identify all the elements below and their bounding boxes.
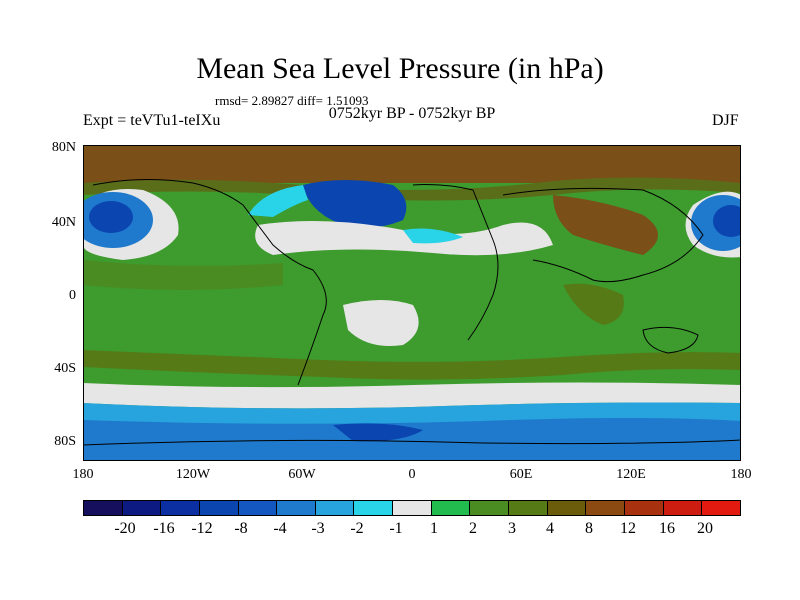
colorbar-label: -8 bbox=[234, 520, 248, 537]
colorbar-label: 4 bbox=[546, 520, 554, 537]
colorbar-swatch bbox=[354, 501, 394, 515]
atlantic-cyan-patch bbox=[403, 228, 463, 244]
y-tick-label: 80S bbox=[54, 434, 76, 449]
colorbar-label: -4 bbox=[273, 520, 287, 537]
experiment-label: Expt = teVTu1-teIXu bbox=[83, 112, 221, 129]
subarctic-olive-band bbox=[83, 177, 741, 201]
season-label: DJF bbox=[712, 112, 739, 129]
y-tick-label: 0 bbox=[69, 288, 76, 303]
colorbar-label: 16 bbox=[659, 520, 675, 537]
south-atlantic-white bbox=[343, 300, 419, 346]
map-frame bbox=[83, 145, 741, 461]
subtitle: 0752kyr BP - 0752kyr BP bbox=[328, 105, 496, 122]
colorbar-label: 20 bbox=[697, 520, 713, 537]
colorbar-swatch bbox=[199, 501, 239, 515]
colorbar-label: 8 bbox=[585, 520, 593, 537]
tropical-pacific-green bbox=[83, 260, 283, 290]
colorbar-swatch bbox=[393, 501, 432, 515]
pressure-difference-map bbox=[83, 145, 741, 461]
colorbar-label: -20 bbox=[114, 520, 136, 537]
y-tick-label: 40S bbox=[54, 361, 76, 376]
colorbar-swatch bbox=[277, 501, 316, 515]
colorbar-label: -16 bbox=[153, 520, 175, 537]
x-tick-label: 120E bbox=[616, 467, 646, 482]
europe-africa-coastline bbox=[412, 184, 499, 341]
north-pacific-core-east bbox=[713, 205, 741, 237]
colorbar-swatch bbox=[315, 501, 355, 515]
colorbar-label: 1 bbox=[430, 520, 438, 537]
colorbar-swatch bbox=[509, 501, 548, 515]
x-tick-label: 120W bbox=[175, 467, 211, 482]
colorbar-swatch bbox=[122, 501, 162, 515]
stats-text: rmsd= 2.89827 diff= 1.51093 bbox=[215, 93, 369, 108]
asia-coastline bbox=[502, 187, 704, 283]
y-tick-label: 40N bbox=[51, 215, 76, 230]
north-pacific-core-west bbox=[89, 201, 133, 233]
colorbar-swatch bbox=[624, 501, 664, 515]
antarctic-low bbox=[83, 418, 741, 461]
colorbar-label: 2 bbox=[469, 520, 477, 537]
indian-ocean-olive bbox=[563, 283, 624, 325]
colorbar-label: -12 bbox=[191, 520, 213, 537]
map-title: Mean Sea Level Pressure (in hPa) bbox=[196, 52, 604, 85]
x-tick-label: 60E bbox=[509, 467, 533, 482]
colorbar-swatch bbox=[238, 501, 278, 515]
x-tick-label: 180 bbox=[730, 467, 752, 482]
colorbar-label: 3 bbox=[508, 520, 516, 537]
colorbar bbox=[83, 500, 741, 516]
x-tick-label: 0 bbox=[408, 467, 416, 482]
colorbar-swatch bbox=[431, 501, 471, 515]
colorbar-swatch bbox=[547, 501, 587, 515]
colorbar-swatch bbox=[84, 501, 123, 515]
labrador-cyan bbox=[248, 185, 308, 217]
colorbar-swatch bbox=[702, 501, 740, 515]
antarctic-core-low bbox=[333, 423, 423, 442]
colorbar-label: 12 bbox=[620, 520, 636, 537]
australia-coastline bbox=[642, 326, 699, 354]
americas-coastline bbox=[92, 178, 327, 386]
colorbar-swatch bbox=[470, 501, 510, 515]
colorbar-swatch bbox=[586, 501, 625, 515]
x-tick-label: 180 bbox=[72, 467, 94, 482]
colorbar-swatch bbox=[663, 501, 703, 515]
x-tick-label: 60W bbox=[288, 467, 316, 482]
colorbar-swatch bbox=[161, 501, 200, 515]
north-atlantic-low bbox=[303, 180, 407, 228]
siberian-high bbox=[553, 195, 658, 255]
southern-white-band bbox=[83, 382, 741, 409]
atlantic-white-band bbox=[255, 221, 553, 256]
colorbar-label: -3 bbox=[311, 520, 325, 537]
southern-olive-band bbox=[83, 350, 741, 380]
y-tick-label: 80N bbox=[51, 140, 76, 155]
colorbar-label: -2 bbox=[350, 520, 364, 537]
antarctic-coastline bbox=[83, 439, 741, 446]
arctic-high-band bbox=[83, 145, 741, 183]
colorbar-label: -1 bbox=[389, 520, 403, 537]
